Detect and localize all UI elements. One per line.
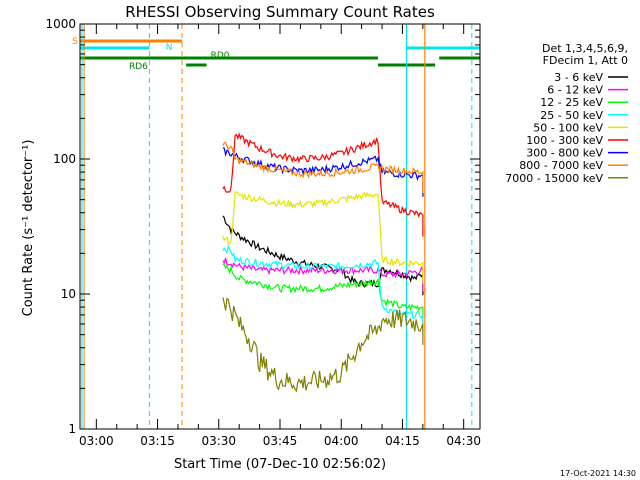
x-tick-label: 03:45 — [263, 434, 298, 448]
y-tick-label: 1 — [68, 422, 76, 436]
x-tick-label: 04:15 — [385, 434, 420, 448]
x-ticks: 03:00 03:15 03:30 03:45 04:00 04:15 04:30 — [79, 24, 481, 448]
footer-date: 17-Oct-2021 14:30 — [560, 469, 636, 478]
series-line-4 — [222, 190, 424, 284]
legend-entry-label: 300 - 800 keV — [526, 147, 603, 160]
x-tick-label: 04:00 — [324, 434, 359, 448]
chart-title: RHESSI Observing Summary Count Rates — [125, 3, 435, 21]
x-tick-label: 03:00 — [79, 434, 114, 448]
legend-entry-label: 3 - 6 keV — [554, 71, 603, 84]
plot-frame — [79, 23, 481, 430]
series-lines — [222, 132, 424, 393]
rd6-flag-label: RD6 — [129, 62, 148, 72]
series-line-3 — [222, 244, 424, 336]
legend-entry-label: 50 - 100 keV — [533, 121, 603, 134]
flag-bars: S N RD0 RD6 — [72, 37, 480, 72]
legend-entry-label: 25 - 50 keV — [540, 109, 603, 122]
series-line-5 — [222, 132, 424, 237]
legend-entry-label: 800 - 7000 keV — [519, 159, 603, 172]
legend-header-line-2: FDecim 1, Att 0 — [543, 54, 628, 67]
saa-flag-label: S — [72, 37, 78, 47]
event-markers — [81, 24, 473, 429]
y-axis-label: Count Rate (s⁻¹ detector⁻¹) — [21, 140, 36, 317]
y-tick-label: 1000 — [45, 17, 76, 31]
x-tick-label: 03:15 — [140, 434, 175, 448]
legend: Det 1,3,4,5,6,9,FDecim 1, Att 0 3 - 6 keV… — [505, 42, 628, 185]
rd0-flag-label: RD0 — [211, 51, 230, 61]
legend-entry-label: 7000 - 15000 keV — [505, 172, 603, 185]
legend-entry-label: 100 - 300 keV — [526, 134, 603, 147]
x-axis-label: Start Time (07-Dec-10 02:56:02) — [174, 457, 386, 472]
legend-entry-label: 6 - 12 keV — [547, 84, 603, 97]
x-tick-label: 03:30 — [201, 434, 236, 448]
series-line-2 — [222, 263, 424, 328]
night-flag-label: N — [166, 43, 173, 53]
legend-header-line-1: Det 1,3,4,5,6,9, — [542, 42, 628, 55]
series-line-8 — [222, 297, 424, 393]
y-tick-label: 10 — [61, 287, 76, 301]
series-line-1 — [222, 257, 424, 292]
legend-entry-label: 12 - 25 keV — [540, 96, 603, 109]
y-tick-label: 100 — [53, 152, 76, 166]
y-ticks: 1 10 100 1000 — [45, 17, 480, 436]
series-line-7 — [222, 141, 424, 193]
x-tick-label: 04:30 — [446, 434, 481, 448]
